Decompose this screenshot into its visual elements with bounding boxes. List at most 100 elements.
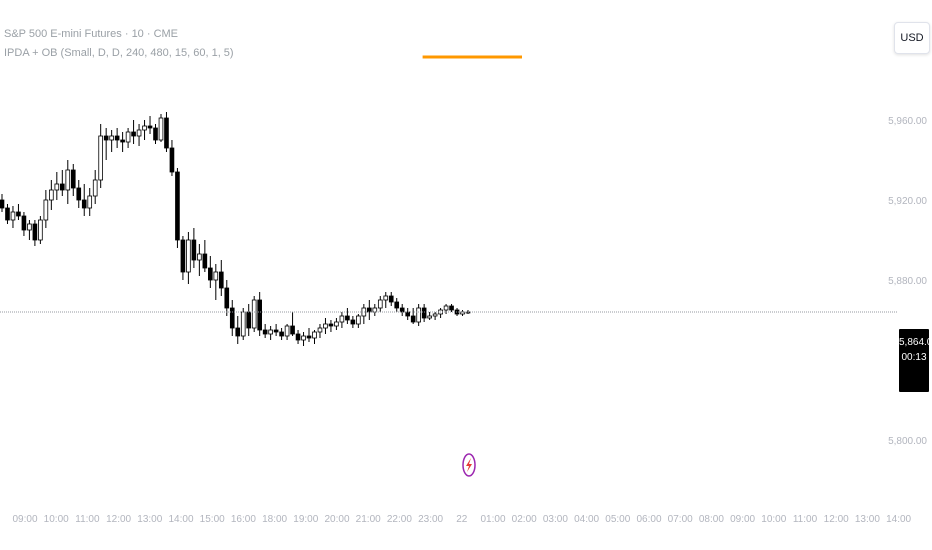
candle-down (246, 311, 252, 329)
candle-up (284, 325, 290, 337)
candle-down (21, 215, 27, 231)
lightning-icon-ring (462, 453, 476, 477)
candle-up (312, 331, 317, 339)
candle-up (443, 305, 449, 311)
candle-up (377, 299, 383, 309)
time-axis-tick: 01:00 (480, 514, 505, 525)
candle-down (208, 267, 213, 281)
candle-down (279, 331, 284, 337)
time-axis-tick: 11:00 (793, 514, 818, 525)
price-axis-tick: 5,800.00 (888, 436, 927, 447)
time-axis-tick: 05:00 (605, 514, 630, 525)
candle-down (350, 319, 356, 325)
candle-up (92, 179, 98, 197)
time-axis-tick: 16:00 (231, 514, 256, 525)
time-axis-tick: 12:00 (106, 514, 131, 525)
candle-up (186, 239, 191, 273)
candle-up (43, 199, 49, 221)
candle-up (87, 195, 93, 209)
legend-symbol-title[interactable]: S&P 500 E-mini Futures · 10 · CME (4, 28, 179, 40)
candle-up (142, 125, 147, 131)
time-axis-tick: 15:00 (200, 514, 225, 525)
candle-down (191, 239, 197, 261)
candle-up (10, 211, 16, 221)
candle-down (235, 327, 241, 337)
time-axis-tick: 07:00 (668, 514, 693, 525)
candle-up (268, 329, 273, 335)
candle-up (38, 219, 43, 241)
time-axis-tick: 10:00 (44, 514, 69, 525)
candle-down (70, 169, 76, 189)
candle-down (394, 301, 400, 309)
time-axis[interactable]: 09:00 10:00 11:00 12:00 13:00 14:00 15:00 16:00… (12, 514, 911, 525)
time-axis-tick: 21:00 (356, 514, 381, 525)
candle-down (290, 325, 295, 335)
lightning-icon[interactable] (462, 453, 476, 477)
candle-down (16, 211, 21, 217)
candle-down (114, 135, 120, 141)
price-axis[interactable]: 5,960.00 5,920.00 5,880.00 5,800.00 (888, 116, 927, 447)
current-price-value: 5,864.00 (899, 337, 932, 348)
candle-down (262, 329, 268, 335)
candle-up (383, 295, 389, 301)
candle-up (197, 253, 202, 261)
candle-up (125, 131, 131, 143)
candle-up (334, 321, 339, 327)
candle-up (65, 169, 71, 191)
candle-down (5, 207, 10, 221)
candle-down (131, 131, 136, 137)
time-axis-tick: 06:00 (636, 514, 661, 525)
candle-up (356, 315, 361, 325)
candle-down (120, 139, 125, 143)
time-axis-tick: 23:00 (418, 514, 443, 525)
time-axis-tick: 02:00 (512, 514, 537, 525)
bar-countdown: 00:13 (901, 352, 927, 363)
candle-down (410, 315, 416, 323)
candle-down (449, 305, 454, 311)
candle-up (317, 327, 323, 333)
currency-button[interactable]: USD (894, 22, 930, 54)
candle-down (103, 135, 109, 141)
time-axis-tick: 04:00 (574, 514, 599, 525)
candle-up (54, 183, 60, 191)
candle-up (416, 307, 421, 323)
candle-up (339, 315, 345, 323)
time-axis-tick: 13:00 (137, 514, 162, 525)
candle-down (164, 117, 169, 149)
price-axis-tick: 5,920.00 (888, 196, 927, 207)
candle-down (345, 315, 350, 321)
candle-up (27, 223, 32, 231)
candle-down (229, 307, 235, 329)
time-axis-tick: 09:00 (730, 514, 755, 525)
time-axis-tick: 19:00 (293, 514, 318, 525)
candle-down (32, 223, 38, 241)
candle-down (328, 323, 334, 327)
time-axis-tick: 14:00 (168, 514, 193, 525)
legend-indicator[interactable]: IPDA + OB (Small, D, D, 240, 480, 15, 60… (4, 47, 234, 59)
candle-down (399, 307, 405, 313)
time-axis-tick: 12:00 (824, 514, 849, 525)
time-axis-tick: 18:00 (262, 514, 287, 525)
candle-down (175, 171, 180, 241)
time-axis-tick: 14:00 (886, 514, 911, 525)
price-axis-tick: 5,960.00 (888, 116, 927, 127)
candle-down (59, 183, 65, 191)
time-axis-tick: 22 (456, 514, 468, 525)
lightning-bolt (466, 458, 472, 472)
candle-down (169, 147, 175, 173)
time-axis-tick: 03:00 (543, 514, 568, 525)
candle-up (323, 323, 328, 329)
candle-up (372, 307, 378, 313)
candle-down (153, 127, 158, 141)
candle-up (251, 299, 257, 329)
candle-up (49, 189, 54, 201)
candles-layer (0, 112, 471, 346)
candle-down (202, 253, 208, 269)
time-axis-tick: 08:00 (699, 514, 724, 525)
candle-up (136, 129, 142, 137)
candle-down (273, 329, 279, 333)
candle-up (432, 313, 438, 317)
candle-down (81, 199, 87, 209)
